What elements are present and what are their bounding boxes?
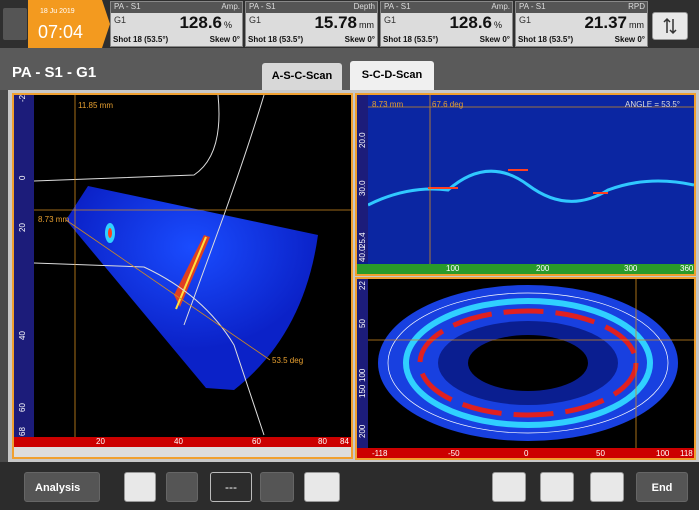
ruler-label: 50 xyxy=(358,319,367,328)
ruler-label: -118 xyxy=(372,449,388,458)
s-scan-image xyxy=(34,95,351,437)
last-button[interactable] xyxy=(260,472,294,502)
swap-button[interactable] xyxy=(652,12,688,40)
readout-gate: G1 xyxy=(384,15,397,25)
readout-kind: Amp. xyxy=(221,2,240,11)
toolbar xyxy=(0,462,699,510)
view-title: PA - S1 - G1 xyxy=(12,64,97,81)
ruler-label: 60 xyxy=(252,437,261,446)
readout-header xyxy=(111,2,242,13)
readout-header xyxy=(516,2,647,13)
s-scan-h-ruler xyxy=(14,437,351,447)
ruler-label: 20 xyxy=(18,223,27,232)
readout-value: 128.6 xyxy=(179,13,222,32)
ruler-label: 22 xyxy=(358,281,367,290)
readout-skew: Skew 0° xyxy=(209,35,240,44)
ruler-label: 40 xyxy=(174,437,183,446)
d-scan-h-ruler xyxy=(357,448,694,458)
first-button[interactable] xyxy=(166,472,198,502)
readout-skew: Skew 0° xyxy=(479,35,510,44)
end-button[interactable]: End xyxy=(636,472,688,502)
ruler-label: 300 xyxy=(624,264,638,273)
ruler-label: 20.0 xyxy=(358,132,367,148)
ruler-label: 84 xyxy=(340,437,349,446)
battery-icon xyxy=(3,8,27,40)
c-scan-v-ruler xyxy=(357,95,368,262)
c-scan-h-ruler xyxy=(357,264,694,274)
readout-gate: G1 xyxy=(249,15,262,25)
ruler-label: 118 xyxy=(680,449,693,458)
add-button[interactable] xyxy=(304,472,340,502)
readout-value: 15.78 xyxy=(314,13,357,32)
readout-shot: Shot 18 (53.5°) xyxy=(248,35,304,44)
angle-label: ANGLE = 53.5° xyxy=(625,100,681,109)
readout-header xyxy=(381,2,512,13)
header xyxy=(0,48,699,90)
readout-group: PA - S1 xyxy=(114,2,141,11)
ruler-label: 68 xyxy=(18,427,27,436)
ruler-label: 100 xyxy=(446,264,460,273)
s-scan-v-ruler xyxy=(14,95,34,437)
ruler-label: 150 xyxy=(358,384,367,398)
ruler-label: 20 xyxy=(96,437,105,446)
ruler-label: 40.0 xyxy=(358,246,367,262)
readout-gate: G1 xyxy=(519,15,532,25)
ruler-label: 50 xyxy=(596,449,605,458)
readout-group: PA - S1 xyxy=(519,2,546,11)
readout-unit: % xyxy=(494,20,503,30)
readout-unit: mm xyxy=(359,20,374,30)
ruler-label: 100 xyxy=(656,449,670,458)
ruler-label: 0 xyxy=(524,449,529,458)
readout-shot: Shot 18 (53.5°) xyxy=(383,35,439,44)
list-button[interactable] xyxy=(124,472,156,502)
ruler-label: 40 xyxy=(18,331,27,340)
readout-kind: Depth xyxy=(353,2,375,11)
d-scan-image xyxy=(368,279,694,448)
readout-kind: Amp. xyxy=(491,2,510,11)
readout-shot: Shot 18 (53.5°) xyxy=(113,35,169,44)
readout-value: 128.6 xyxy=(449,13,492,32)
ruler-label: 30.0 xyxy=(358,180,367,196)
readout-unit: mm xyxy=(629,20,644,30)
tab-active[interactable]: S-C-D-Scan xyxy=(350,61,434,90)
readout-value: 21.37 xyxy=(584,13,627,32)
ruler-label: 60 xyxy=(18,403,27,412)
clock-badge xyxy=(28,0,110,48)
layout-button[interactable] xyxy=(492,472,526,502)
d-scan-v-ruler xyxy=(357,279,368,448)
cursor-label: 11.85 mm xyxy=(78,101,113,110)
readout-kind: RPD xyxy=(628,2,645,11)
readout-skew: Skew 0° xyxy=(344,35,375,44)
c-scan-image xyxy=(368,95,694,264)
report-button[interactable] xyxy=(540,472,574,502)
s-scan-scrollbar[interactable] xyxy=(14,447,351,457)
cursor-label: 8.73 mm xyxy=(372,100,404,109)
ruler-label: 200 xyxy=(358,424,367,438)
ruler-label: 360 xyxy=(680,264,694,273)
ruler-label: 80 xyxy=(318,437,327,446)
ruler-label: 200 xyxy=(536,264,550,273)
cursor-label: 67.6 deg xyxy=(432,100,464,109)
readout-gate: G1 xyxy=(114,15,127,25)
date: 18 Ju 2019 xyxy=(40,8,75,15)
readout-group: PA - S1 xyxy=(249,2,276,11)
readout-skew: Skew 0° xyxy=(614,35,645,44)
readout-unit: % xyxy=(224,20,233,30)
ruler-label: -2 xyxy=(18,94,27,102)
readout-header xyxy=(246,2,377,13)
ruler-label: 0 xyxy=(18,175,27,180)
ruler-label: 100 xyxy=(358,368,367,382)
mode-button[interactable]: --- xyxy=(210,472,252,502)
tab[interactable]: A-S-C-Scan xyxy=(262,63,342,90)
cursor-label: 8.73 mm xyxy=(38,215,70,224)
analysis-button[interactable]: Analysis xyxy=(24,472,100,502)
readout-group: PA - S1 xyxy=(384,2,411,11)
time: 07:04 xyxy=(38,22,84,42)
camera-button[interactable] xyxy=(590,472,624,502)
readout-shot: Shot 18 (53.5°) xyxy=(518,35,574,44)
cursor-label: 53.5 deg xyxy=(272,356,304,365)
ruler-label: -50 xyxy=(448,449,460,458)
